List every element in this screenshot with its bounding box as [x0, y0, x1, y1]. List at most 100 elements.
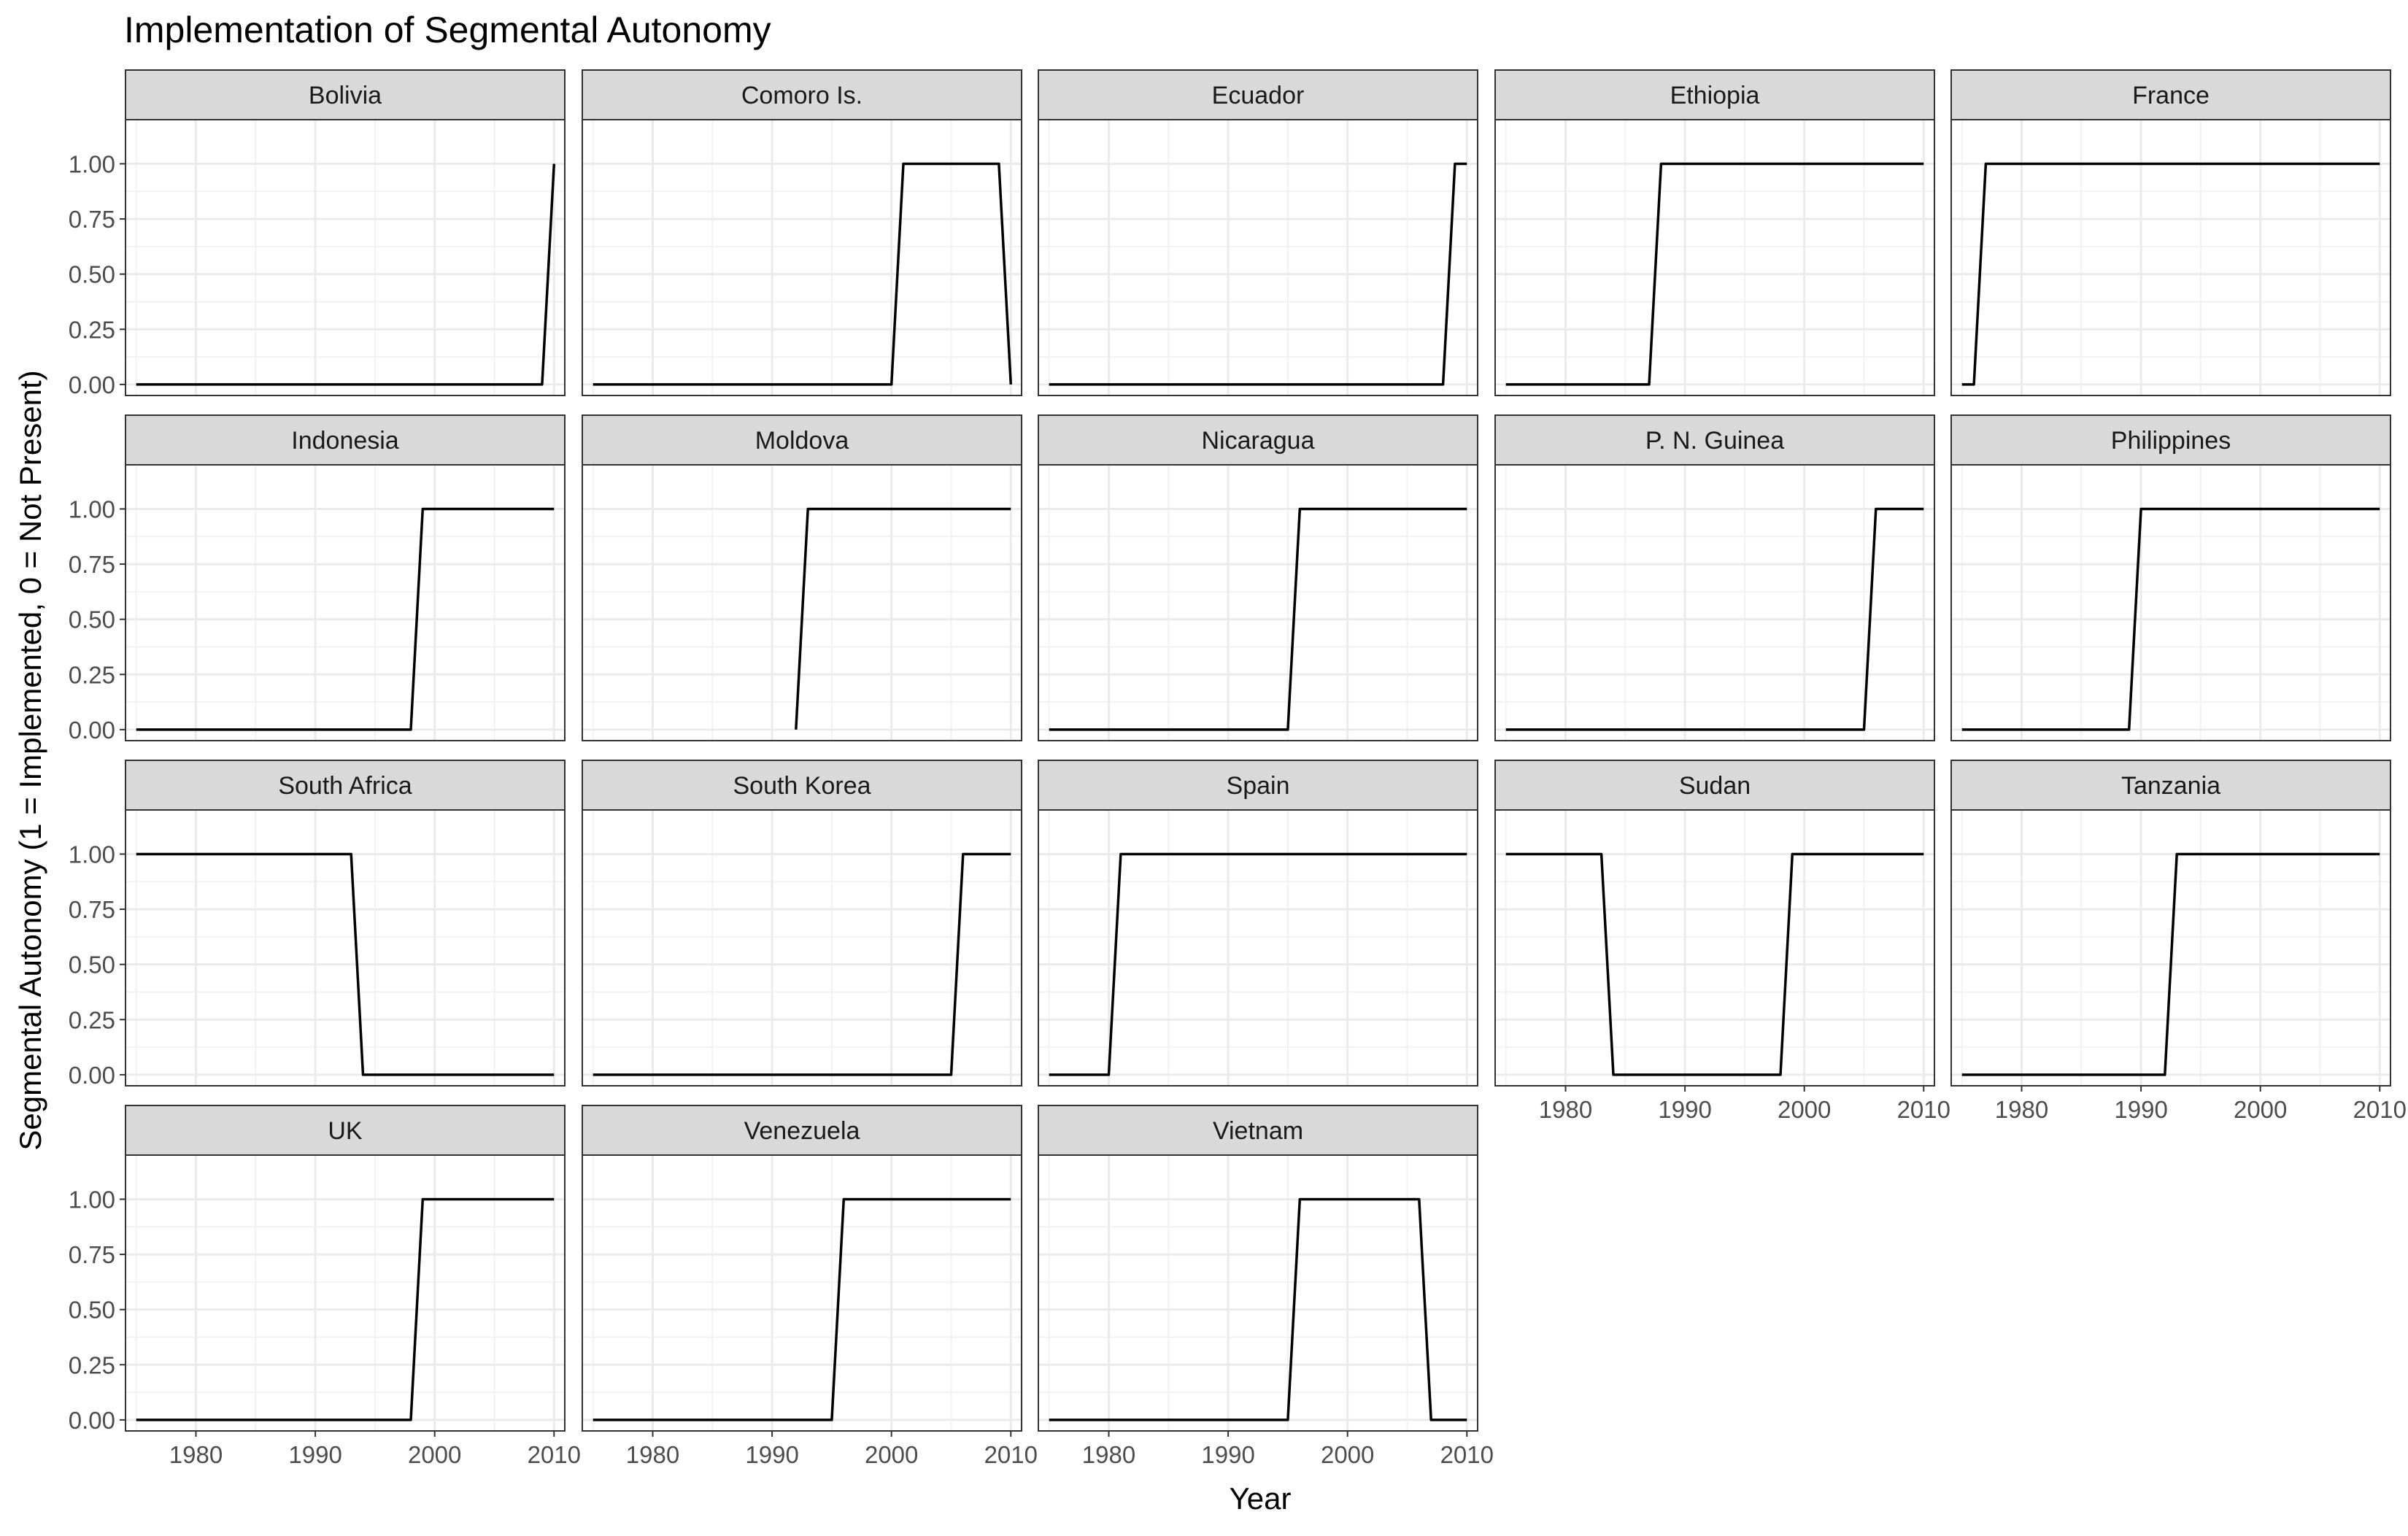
panel-border [125, 464, 566, 741]
y-tick-label: 1.00 [69, 1186, 115, 1213]
x-axis-title: Year [1230, 1481, 1292, 1516]
series-line-bolivia [136, 163, 556, 386]
y-tick-label: 0.00 [69, 1062, 115, 1089]
facet-strip-label: UK [328, 1117, 363, 1145]
plot-background [1495, 120, 1934, 395]
x-tick-label: 1980 [1082, 1441, 1135, 1468]
facet-panel-ecuador: Ecuador [1038, 69, 1478, 396]
plot-background [126, 120, 565, 395]
panel-border [1038, 809, 1478, 1087]
series-line-indonesia [136, 507, 555, 731]
facet-strip-label: South Africa [278, 772, 412, 800]
series-line-nicaragua [1049, 507, 1467, 731]
x-tick-label: 2010 [1897, 1096, 1950, 1123]
series-line-ecuador [1049, 162, 1467, 386]
plot-background [1495, 465, 1934, 741]
x-tick-label: 2010 [2353, 1096, 2407, 1123]
plot-background [582, 1155, 1022, 1431]
facet-strip-label: Comoro Is. [741, 82, 863, 109]
facet-panel-bolivia: Bolivia 0.00 0.25 0.50 0.75 1.00 [69, 69, 566, 398]
panel-border [582, 1154, 1022, 1432]
y-tick-label: 0.25 [69, 1006, 115, 1033]
x-tick-label: 2000 [865, 1441, 918, 1468]
y-tick-label: 0.75 [69, 1241, 115, 1268]
y-tick-label: 1.00 [69, 150, 115, 177]
x-tick-label: 2000 [2234, 1096, 2287, 1123]
panel-border [1950, 464, 2391, 741]
series-line-ethiopia [1505, 162, 1924, 386]
x-tick-label: 2010 [528, 1441, 581, 1468]
facet-panel-sudan: Sudan 1980 1990 2000 2010 [1494, 760, 1950, 1123]
facet-strip-label: Spain [1227, 772, 1290, 800]
plot-background [126, 810, 565, 1086]
facet-strip [1950, 760, 2391, 811]
x-tick-label: 1980 [1539, 1096, 1592, 1123]
facet-strip [1038, 69, 1478, 120]
facet-strip [1950, 414, 2391, 466]
y-tick-label: 0.00 [69, 371, 115, 398]
y-axis-title: Segmental Autonomy (1 = Implemented, 0 =… [13, 370, 47, 1150]
series-line-venezuela [593, 1197, 1011, 1421]
facet-panels: Bolivia 0.00 0.25 0.50 0.75 1.00 Comoro Is. Ecu… [69, 69, 2407, 1468]
y-tick-label: 0.50 [69, 261, 115, 288]
y-tick-label: 0.50 [69, 606, 115, 633]
x-tick-label: 2010 [984, 1441, 1038, 1468]
facet-strip [1494, 69, 1935, 120]
plot-background [1038, 1155, 1478, 1431]
y-tick-label: 0.50 [69, 952, 115, 979]
facet-strip-label: Tanzania [2121, 772, 2220, 800]
facet-panel-ethiopia: Ethiopia [1494, 69, 1935, 396]
x-tick-label: 1980 [626, 1441, 679, 1468]
facet-strip-label: Bolivia [309, 82, 382, 109]
facet-strip [582, 414, 1022, 466]
x-tick-label: 1990 [2114, 1096, 2167, 1123]
facet-panel-p-n-guinea: P. N. Guinea [1494, 414, 1935, 741]
series-line-south-africa [136, 852, 555, 1076]
y-tick-label: 1.00 [69, 841, 115, 868]
facet-strip [125, 760, 566, 811]
series-line-uk [136, 1197, 555, 1421]
panel-border [1038, 1154, 1478, 1432]
panel-border [582, 119, 1022, 396]
x-tick-label: 1990 [288, 1441, 341, 1468]
facet-strip [1038, 1105, 1478, 1156]
plot-background [1495, 810, 1934, 1086]
y-tick-label: 0.75 [69, 551, 115, 578]
x-tick-label: 2000 [408, 1441, 461, 1468]
facet-strip-label: France [2132, 82, 2210, 109]
facet-panel-comoro-is: Comoro Is. [582, 69, 1022, 396]
y-tick-label: 0.00 [69, 717, 115, 744]
series-line-france [1961, 162, 2380, 386]
facet-strip [1494, 414, 1935, 466]
facet-strip [125, 69, 566, 120]
panel-border [1494, 464, 1935, 741]
facet-strip-label: P. N. Guinea [1645, 427, 1784, 455]
x-tick-label: 2000 [1778, 1096, 1831, 1123]
facet-strip-label: Sudan [1679, 772, 1751, 800]
facet-strip-label: Moldova [755, 427, 849, 455]
series-line-vietnam [1049, 1197, 1467, 1421]
x-tick-label: 1980 [169, 1441, 223, 1468]
panel-border [1038, 464, 1478, 741]
series-line-tanzania [1961, 852, 2380, 1076]
facet-strip [1038, 414, 1478, 466]
facet-panel-nicaragua: Nicaragua [1038, 414, 1478, 741]
facet-panel-venezuela: Venezuela 1980 1990 2000 2010 [582, 1105, 1038, 1468]
x-tick-label: 2010 [1440, 1441, 1494, 1468]
facet-strip [582, 69, 1022, 120]
plot-background [1038, 465, 1478, 741]
plot-background [582, 810, 1022, 1086]
x-tick-label: 2000 [1321, 1441, 1374, 1468]
facet-panel-moldova: Moldova [582, 414, 1022, 741]
panel-border [1038, 119, 1478, 396]
plot-background [126, 1155, 565, 1431]
facet-strip-label: Ecuador [1212, 82, 1305, 109]
plot-background [1038, 810, 1478, 1086]
y-tick-label: 0.75 [69, 896, 115, 923]
facet-strip-label: Ethiopia [1670, 82, 1760, 109]
series-line-south-korea [593, 852, 1011, 1076]
facet-strip-label: Vietnam [1213, 1117, 1303, 1145]
series-line-philippines [1961, 507, 2380, 731]
series-line-p-n-guinea [1505, 507, 1924, 731]
